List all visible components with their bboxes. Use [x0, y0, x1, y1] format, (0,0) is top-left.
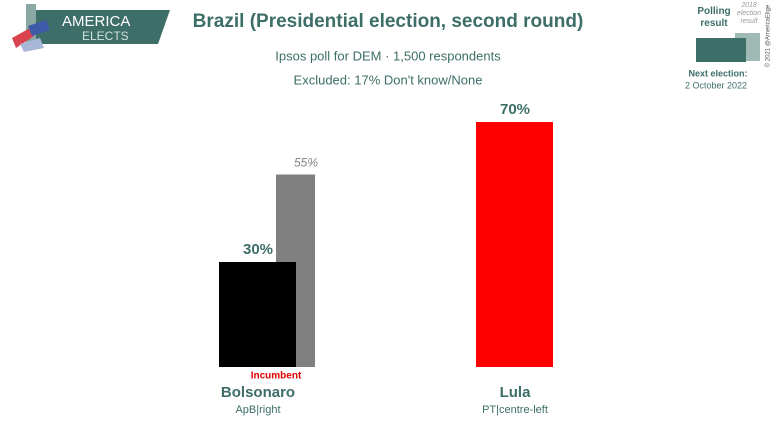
category-note: ApB|right	[235, 404, 280, 416]
logo: AMERICA ELECTS	[12, 4, 170, 52]
value-label: 70%	[500, 101, 530, 118]
category-label: Lula	[500, 384, 531, 401]
chart-title: Brazil (Presidential election, second ro…	[193, 11, 584, 32]
value-label: 30%	[243, 241, 273, 258]
legend: Polling result 2018 election result Next…	[685, 2, 772, 90]
legend-swatch	[696, 38, 746, 62]
incumbent-annotation: Incumbent	[251, 371, 302, 382]
next-election-label: Next election:	[688, 68, 747, 78]
legend-entry: Polling result	[697, 6, 731, 29]
subtitle: Ipsos poll for DEM · 1,500 respondents	[275, 48, 501, 63]
category-note: PT|centre-left	[482, 404, 548, 416]
category-label: Bolsonaro	[221, 384, 295, 401]
bar	[476, 122, 553, 367]
copyright: © 2021 @AmericaElige	[765, 4, 772, 67]
next-election-date: 2 October 2022	[685, 80, 747, 90]
legend-label: Polling result	[697, 6, 731, 29]
bar	[219, 262, 296, 367]
legend-label: 2018 election result	[736, 2, 762, 25]
value-label: 55%	[294, 156, 318, 170]
logo-text: ELECTS	[82, 29, 129, 43]
logo-text: AMERICA	[62, 13, 130, 30]
legend-entry: 2018 election result	[736, 2, 762, 25]
note: Excluded: 17% Don't know/None	[294, 72, 483, 87]
